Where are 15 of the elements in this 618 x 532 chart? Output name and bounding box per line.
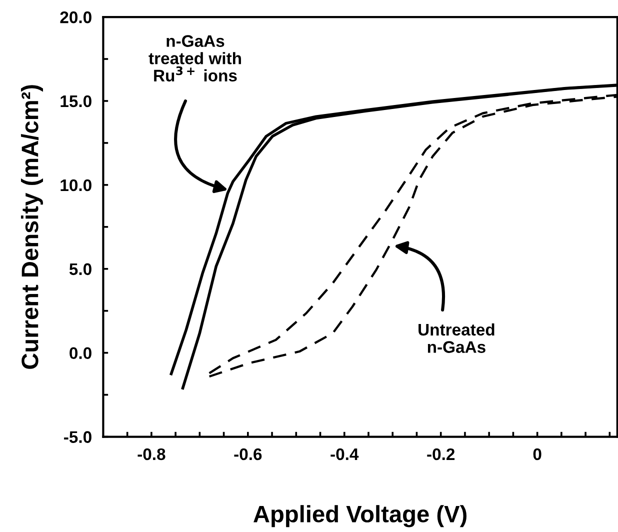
x-tick-label: -0.8 [138,448,166,460]
y-tick-label: -5.0 [64,431,92,443]
y-tick-label: 10.0 [60,179,92,192]
x-tick-label: -0.2 [427,448,455,460]
annotation: Untreated n-GaAs [418,323,494,353]
y-tick-label: 15.0 [60,95,92,108]
y-tick-label: 0.0 [70,347,92,360]
annotation: n-GaAs treated with Ru$^{3+}$ ions [148,35,241,82]
x-axis-title: Applied Voltage (V) [254,505,466,528]
y-axis-title: Current Density (mA/cm²) [20,85,43,369]
x-tick-label: -0.4 [330,448,359,460]
x-tick-label: -0.6 [234,448,262,460]
y-tick-label: 20.0 [60,11,92,24]
y-tick-label: 5.0 [69,263,92,276]
x-tick-label: 0 [533,448,542,460]
